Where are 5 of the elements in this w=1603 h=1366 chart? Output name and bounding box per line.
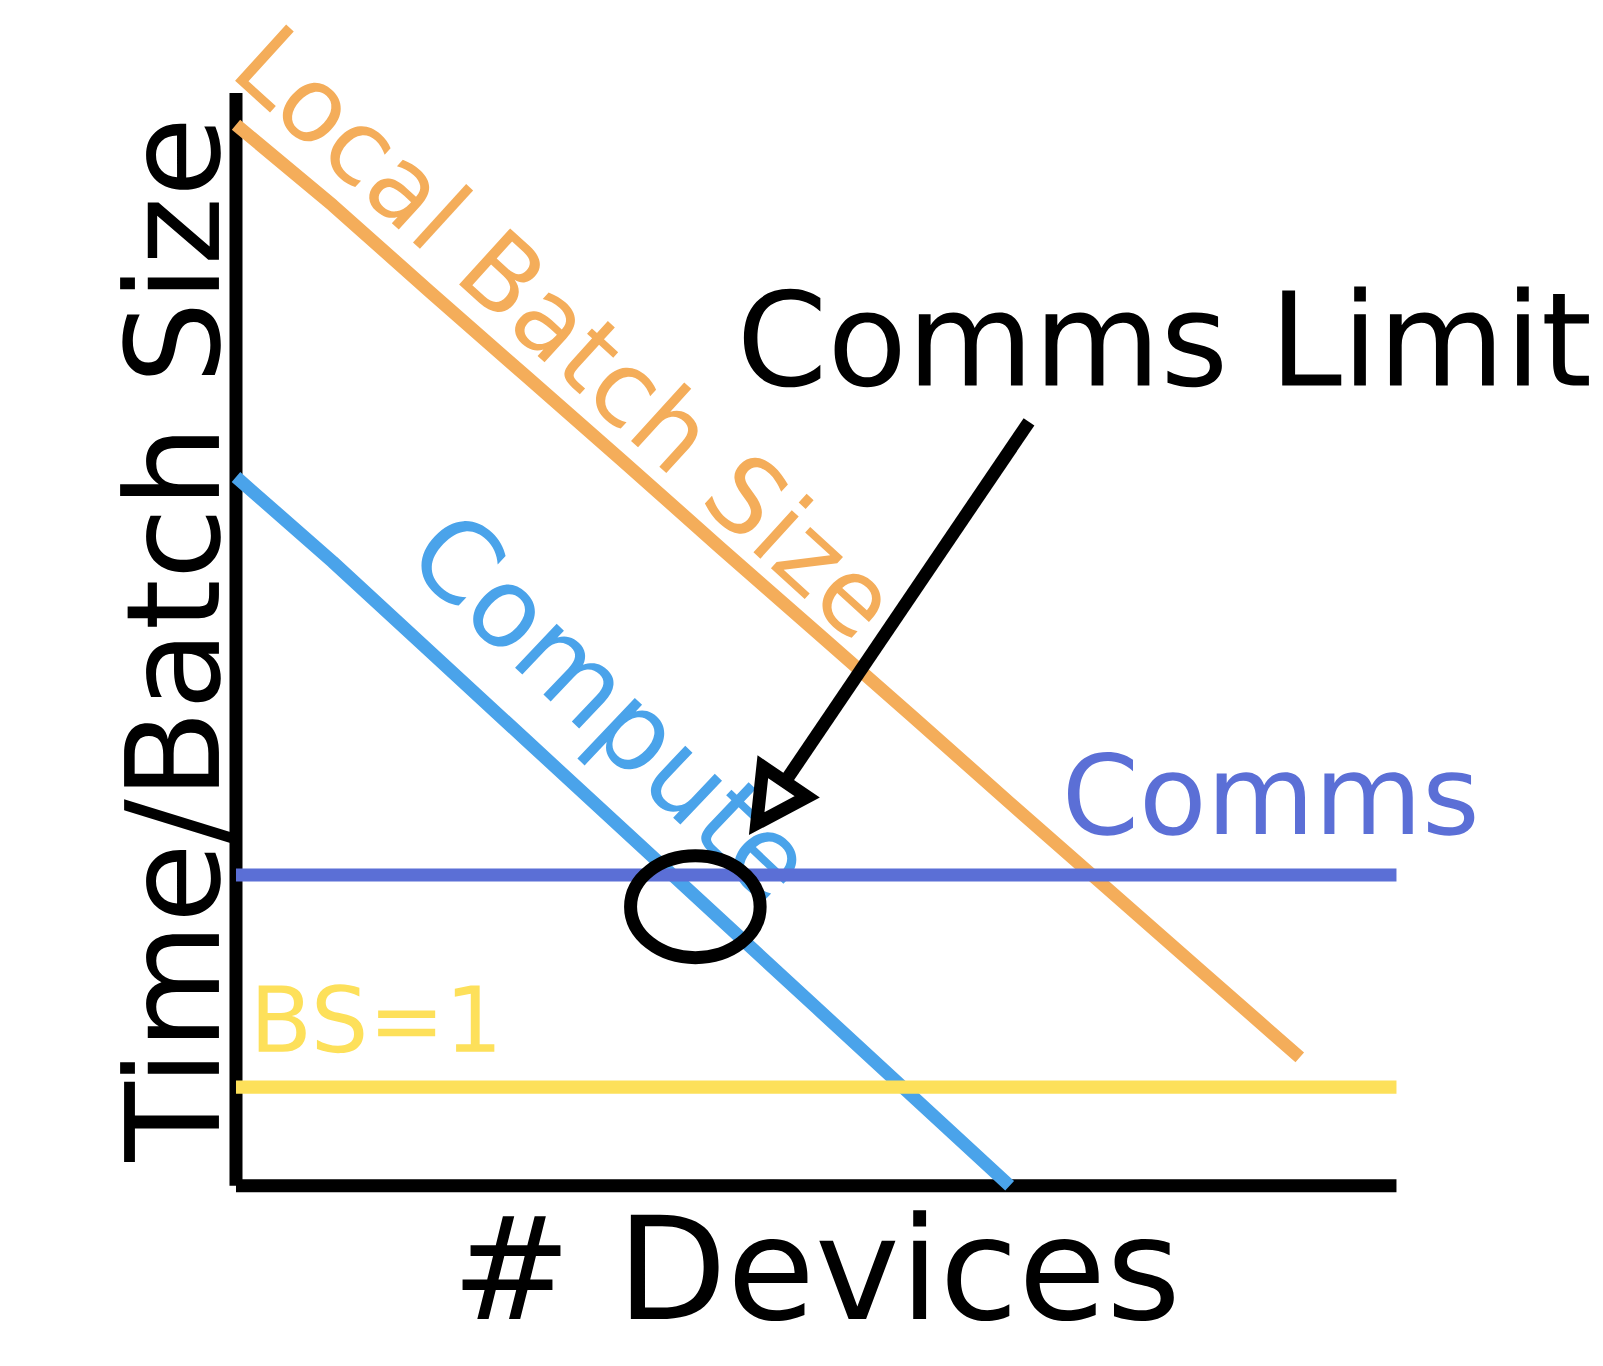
x-axis-title: # Devices <box>462 1210 1174 1321</box>
series-label: BS=1 <box>258 984 495 1054</box>
series-label: Comms <box>1068 751 1475 836</box>
annotation: Comms Limit <box>743 286 1589 388</box>
y-axis-title: Time/Batch Size <box>120 123 232 1162</box>
